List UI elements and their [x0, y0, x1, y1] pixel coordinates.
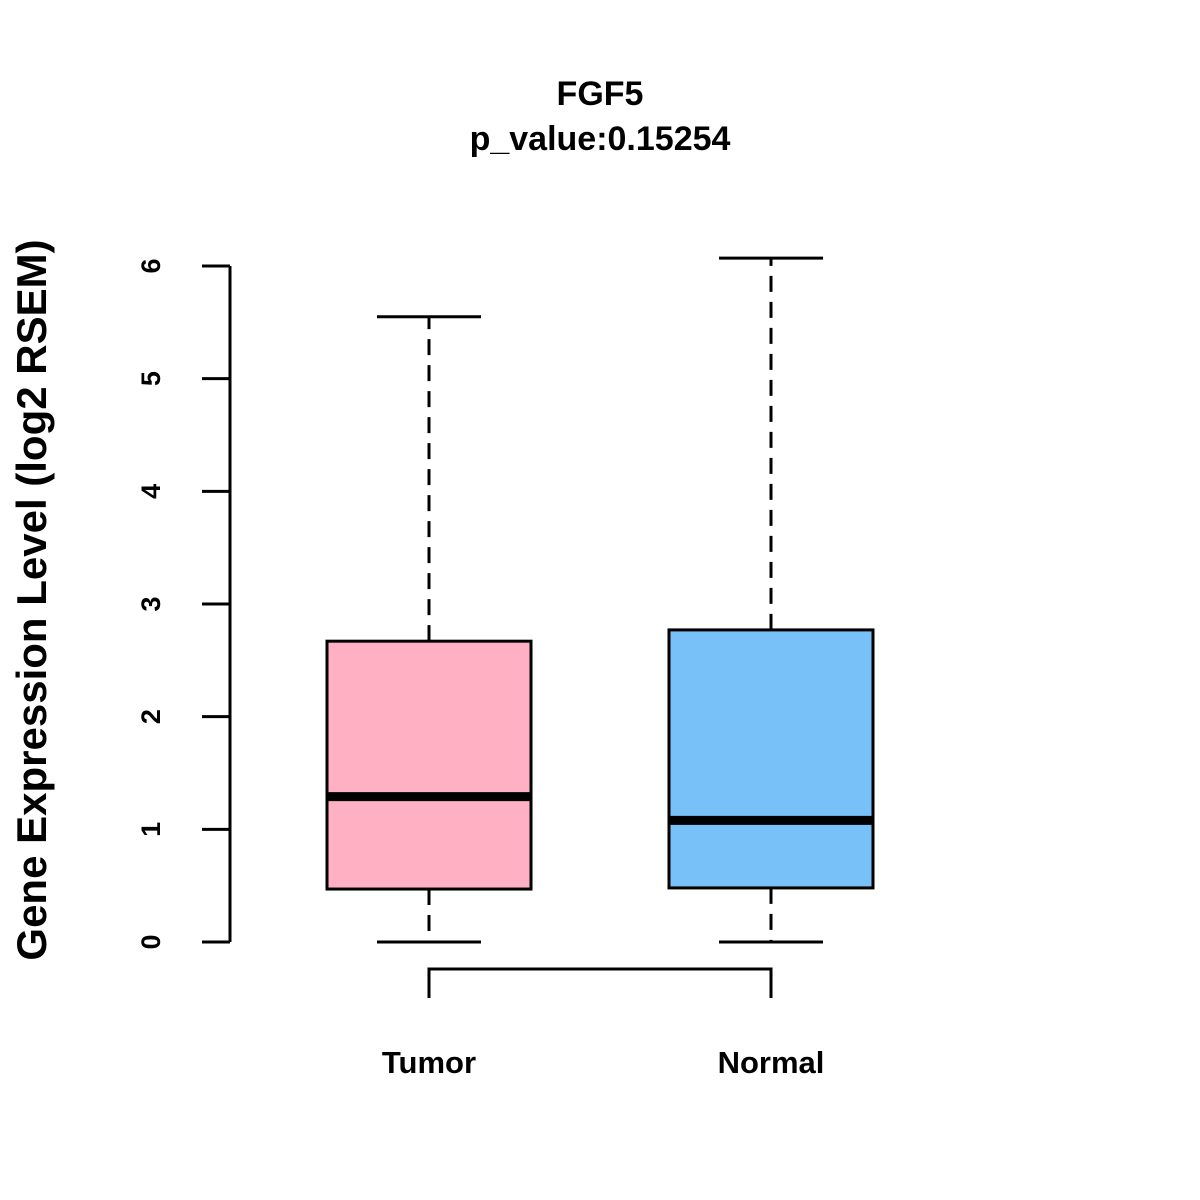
x-axis-labels: Tumor Normal	[382, 1045, 824, 1080]
x-label-tumor: Tumor	[382, 1045, 476, 1080]
y-tick-label: 0	[136, 934, 166, 949]
chart-title: FGF5	[557, 75, 644, 113]
y-axis-label: Gene Expression Level (log2 RSEM)	[8, 239, 55, 960]
iqr-box	[325, 639, 533, 891]
comparison-bracket	[427, 967, 773, 998]
y-tick-label: 6	[136, 258, 166, 273]
bracket-line	[427, 967, 773, 998]
y-tick-label: 2	[136, 709, 166, 724]
chart-subtitle: p_value:0.15254	[470, 120, 731, 158]
box-normal	[667, 256, 875, 944]
y-tick-label: 5	[136, 371, 166, 386]
y-axis: 0 1 2 3 4 5 6	[136, 258, 232, 950]
iqr-box	[667, 628, 875, 890]
x-label-normal: Normal	[718, 1045, 825, 1080]
box-tumor	[325, 315, 533, 944]
boxes	[325, 256, 875, 944]
y-tick-label: 1	[136, 822, 166, 837]
y-tick-label: 3	[136, 596, 166, 611]
y-tick-label: 4	[136, 484, 166, 499]
